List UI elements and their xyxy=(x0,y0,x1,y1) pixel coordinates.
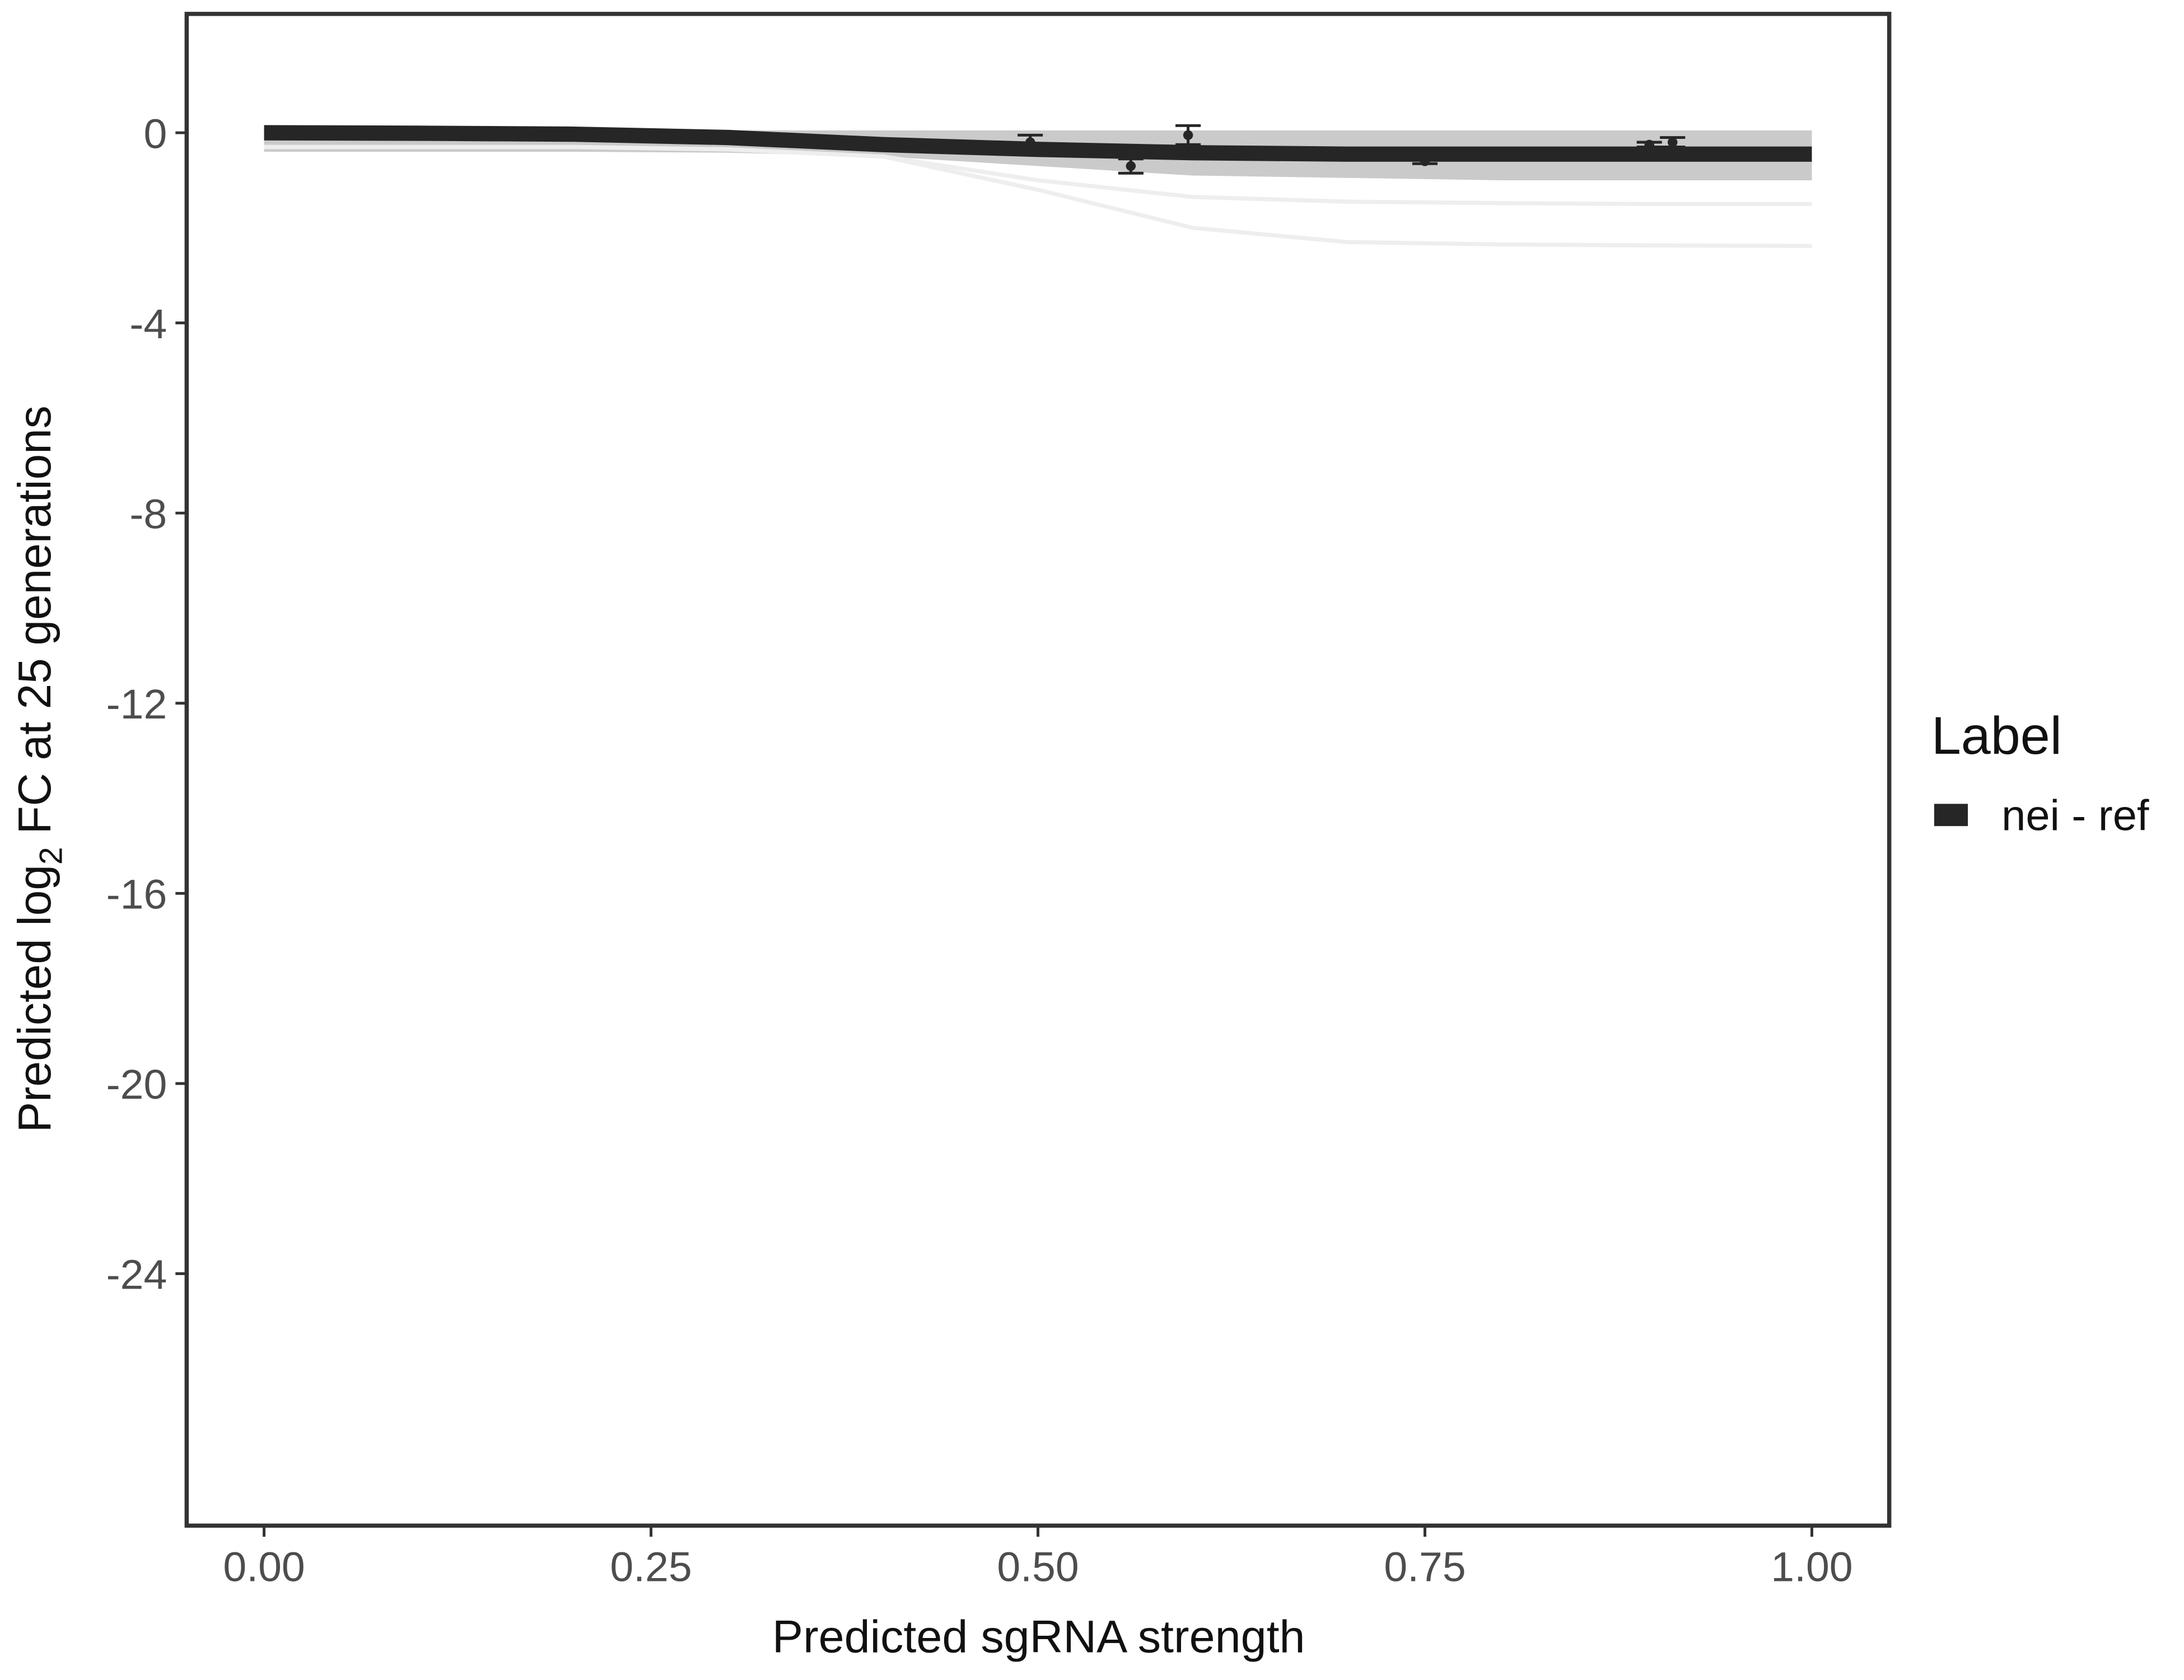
y-tick-label: 0 xyxy=(143,110,167,157)
x-tick-label: 1.00 xyxy=(1771,1543,1852,1590)
sample-line xyxy=(264,144,1812,248)
y-tick-label: -4 xyxy=(129,300,167,347)
y-axis-title-part: FC at 25 generations xyxy=(9,405,60,847)
point xyxy=(1644,139,1655,150)
y-tick-label: -20 xyxy=(106,1061,167,1108)
x-tick-label: 0.50 xyxy=(997,1543,1079,1590)
plot-frame xyxy=(184,12,1892,1528)
x-axis-title: Predicted sgRNA strength xyxy=(772,1611,1305,1663)
point xyxy=(1126,161,1136,171)
legend-key xyxy=(1934,804,1968,827)
y-axis-title-subscript: 2 xyxy=(33,847,69,865)
point xyxy=(1025,137,1035,147)
point xyxy=(1183,130,1193,140)
y-tick-label: -24 xyxy=(106,1251,167,1298)
y-axis-title-part: Predicted log xyxy=(9,865,60,1132)
y-tick-label: -8 xyxy=(129,491,167,538)
legend-title: Label xyxy=(1931,706,2062,766)
y-tick-label: -16 xyxy=(106,871,167,918)
y-tick-label: -12 xyxy=(106,680,167,727)
x-tick-label: 0.00 xyxy=(223,1543,305,1590)
legend-label: nei - ref xyxy=(2001,792,2149,840)
x-tick-label: 0.25 xyxy=(610,1543,692,1590)
x-tick-label: 0.75 xyxy=(1384,1543,1466,1590)
point xyxy=(1667,137,1678,147)
point xyxy=(1420,156,1430,166)
y-axis-title: Predicted log2 FC at 25 generations xyxy=(9,405,69,1132)
